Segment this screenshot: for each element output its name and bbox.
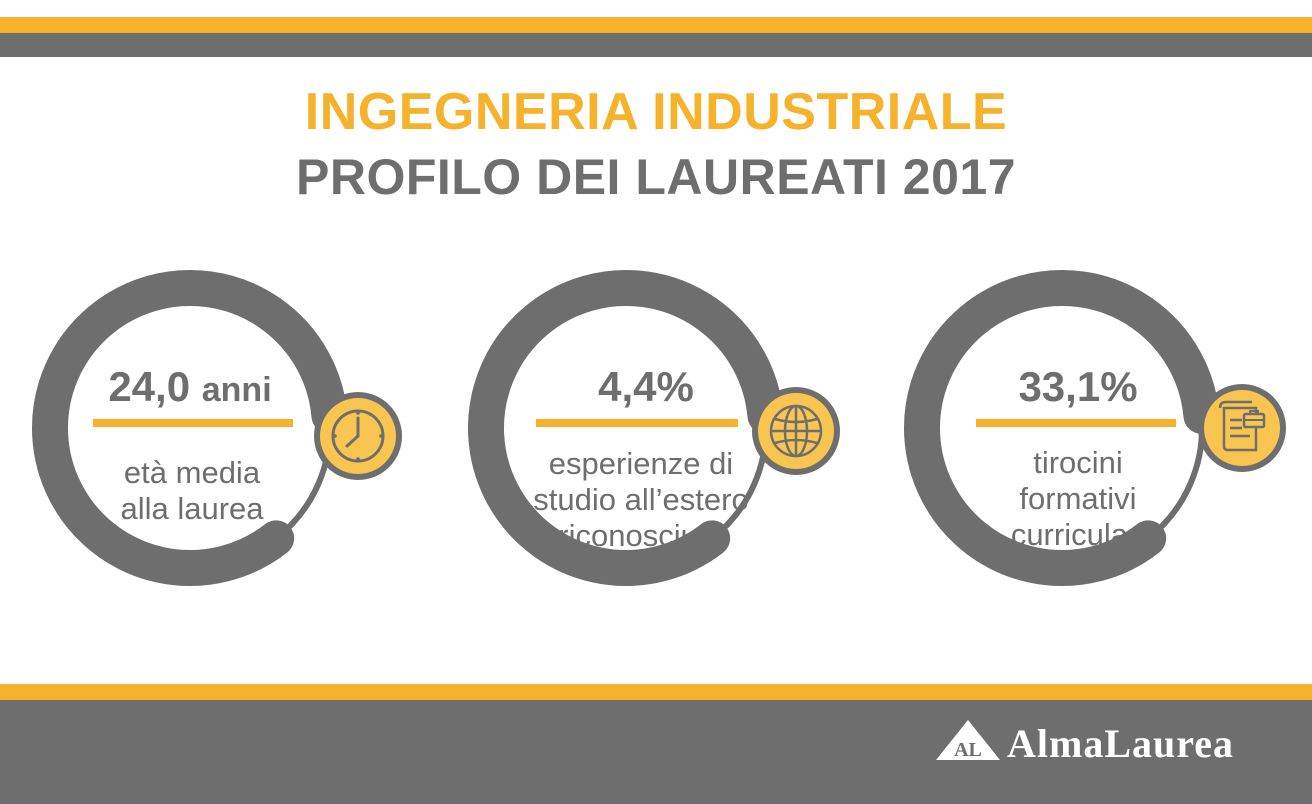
stat-underline bbox=[976, 419, 1176, 427]
desc-line: riconosciute bbox=[558, 518, 724, 553]
stat-card-internships: 33,1% tirocini formativi curriculari bbox=[872, 250, 1312, 670]
desc-line: studio all’estero bbox=[533, 482, 749, 517]
document-briefcase-icon bbox=[1198, 384, 1286, 472]
stat-number: 33,1% bbox=[1018, 363, 1138, 410]
stat-number: 24,0 bbox=[108, 363, 191, 410]
ring-arc-thick bbox=[468, 270, 784, 586]
page-subtitle: PROFILO DEI LAUREATI 2017 bbox=[295, 149, 1017, 205]
stat-card-age: 24,0 anni età media alla laurea bbox=[0, 250, 440, 670]
almalaurea-logo: AL AlmaLaurea bbox=[934, 718, 1289, 766]
desc-line: tirocini bbox=[1033, 445, 1123, 480]
globe-icon bbox=[752, 387, 840, 475]
stat-value: 24,0 anni bbox=[60, 363, 320, 411]
page-title: INGEGNERIA INDUSTRIALE bbox=[304, 83, 1008, 141]
ring-arc-thick bbox=[32, 270, 348, 586]
desc-line: esperienze di bbox=[548, 446, 734, 481]
desc-line: alla laurea bbox=[120, 491, 264, 526]
top-accent-bar bbox=[0, 17, 1312, 33]
stat-unit: anni bbox=[201, 371, 272, 409]
stat-underline bbox=[93, 419, 293, 427]
desc-line: età media bbox=[123, 455, 261, 490]
desc-line: formativi bbox=[1019, 481, 1137, 516]
stat-description: tirocini formativi curriculari bbox=[968, 445, 1188, 553]
stat-card-abroad: 4,4% esperienze di studio all’estero ric… bbox=[436, 250, 876, 670]
stat-value: 33,1% bbox=[948, 363, 1208, 411]
ring-arc-thick bbox=[904, 270, 1220, 586]
stat-description: esperienze di studio all’estero riconosc… bbox=[506, 446, 776, 554]
svg-text:AL: AL bbox=[954, 739, 982, 761]
logo-mark: AL bbox=[936, 720, 1000, 761]
stat-underline bbox=[536, 419, 738, 427]
stat-description: età media alla laurea bbox=[82, 455, 302, 527]
desc-line: curriculari bbox=[1010, 517, 1146, 552]
stat-number: 4,4% bbox=[598, 363, 694, 410]
clock-icon bbox=[314, 392, 402, 480]
bottom-accent-bar bbox=[0, 684, 1312, 700]
stat-value: 4,4% bbox=[516, 363, 776, 411]
footer-bar bbox=[0, 700, 1312, 804]
logo-text: AlmaLaurea bbox=[1007, 721, 1235, 766]
top-gray-bar bbox=[0, 33, 1312, 57]
